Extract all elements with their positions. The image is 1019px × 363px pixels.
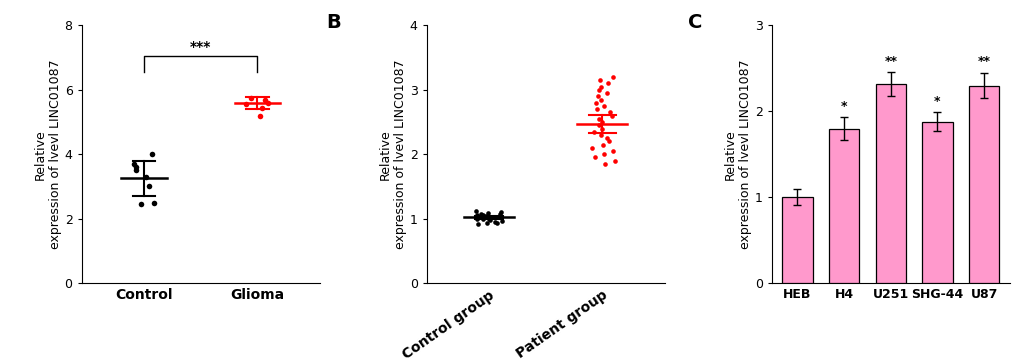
Point <box>593 132 609 138</box>
Point <box>594 142 610 147</box>
Point <box>468 208 484 214</box>
Point <box>603 113 620 118</box>
Point <box>480 216 496 222</box>
Point <box>141 184 157 189</box>
Point <box>604 74 621 80</box>
Point <box>584 145 600 151</box>
Point <box>480 215 496 221</box>
Point <box>601 110 618 115</box>
Bar <box>828 129 858 283</box>
Text: **: ** <box>976 56 989 68</box>
Point <box>485 215 501 220</box>
Point <box>144 151 160 157</box>
Bar <box>782 197 812 283</box>
Point <box>260 100 276 106</box>
Y-axis label: Relative
expression of lvevl LINC01087: Relative expression of lvevl LINC01087 <box>34 60 62 249</box>
Point <box>238 101 255 107</box>
Point <box>604 148 621 154</box>
Point <box>590 87 606 93</box>
Point <box>127 164 144 170</box>
Point <box>493 218 510 224</box>
Point <box>254 105 270 110</box>
Point <box>599 81 615 86</box>
Point <box>593 119 609 125</box>
Y-axis label: Relative
expression of lvevl LINC01087: Relative expression of lvevl LINC01087 <box>723 60 751 249</box>
Point <box>592 97 608 102</box>
Point <box>588 100 604 106</box>
Bar <box>968 86 999 283</box>
Point <box>132 201 149 207</box>
Point <box>469 221 485 227</box>
Point <box>491 211 507 217</box>
Point <box>469 213 485 219</box>
Point <box>127 167 144 173</box>
Bar <box>921 122 952 283</box>
Point <box>589 106 605 112</box>
Point <box>595 103 611 109</box>
Point <box>146 200 162 205</box>
Point <box>477 213 493 219</box>
Point <box>138 174 154 180</box>
Point <box>593 126 609 131</box>
Text: **: ** <box>883 54 897 68</box>
Point <box>590 122 606 128</box>
Point <box>592 84 608 90</box>
Point <box>469 216 485 221</box>
Point <box>590 116 606 122</box>
Point <box>489 214 505 220</box>
Point <box>251 113 267 118</box>
Point <box>488 220 504 226</box>
Point <box>125 161 142 167</box>
Point <box>479 220 495 225</box>
Point <box>586 155 602 160</box>
Text: B: B <box>326 12 341 32</box>
Point <box>595 151 611 157</box>
Bar <box>874 84 905 283</box>
Point <box>479 210 495 216</box>
Point <box>486 219 502 225</box>
Point <box>606 158 623 164</box>
Point <box>600 138 616 144</box>
Point <box>598 135 614 141</box>
Text: ***: *** <box>190 40 211 54</box>
Point <box>481 217 497 223</box>
Point <box>243 95 259 101</box>
Point <box>492 209 508 215</box>
Text: C: C <box>688 12 702 32</box>
Text: *: * <box>840 100 847 113</box>
Point <box>590 93 606 99</box>
Point <box>598 90 614 96</box>
Y-axis label: Relative
expression of lvevl LINC01087: Relative expression of lvevl LINC01087 <box>378 60 407 249</box>
Point <box>591 77 607 83</box>
Point <box>473 211 489 216</box>
Point <box>257 97 273 102</box>
Text: *: * <box>933 95 940 108</box>
Point <box>475 212 491 218</box>
Point <box>596 161 612 167</box>
Point <box>586 129 602 135</box>
Point <box>474 216 490 221</box>
